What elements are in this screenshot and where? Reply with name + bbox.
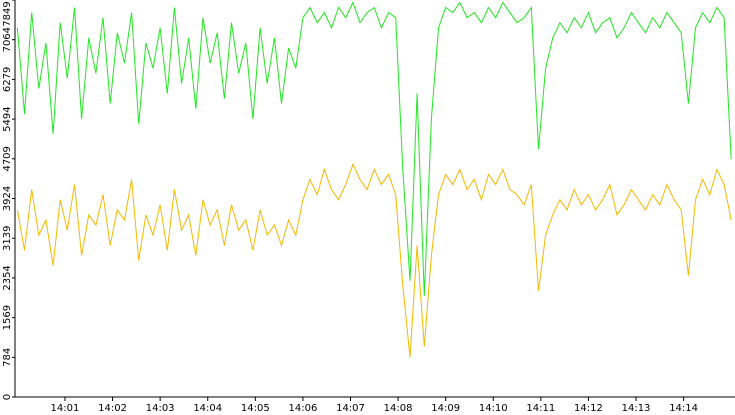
x-tick-label: 14:09: [431, 403, 460, 414]
y-tick-label: 4709: [2, 146, 13, 171]
x-tick-label: 14:05: [241, 403, 270, 414]
x-tick-label: 14:10: [479, 403, 508, 414]
x-tick-label: 14:08: [384, 403, 413, 414]
y-tick-label: 3139: [2, 226, 13, 251]
series-line: [16, 162, 732, 358]
x-tick-label: 14:13: [622, 403, 651, 414]
y-tick-label: 6279: [2, 67, 13, 92]
x-tick-label: 14:12: [574, 403, 603, 414]
x-tick-label: 14:03: [146, 403, 175, 414]
x-tick-label: 14:06: [288, 403, 317, 414]
y-tick-label: 0: [2, 394, 13, 400]
x-tick-label: 14:02: [98, 403, 127, 414]
y-tick-label: 7064: [2, 27, 13, 52]
y-tick-label: 5494: [2, 106, 13, 131]
x-tick-label: 14:04: [193, 403, 222, 414]
x-tick-label: 14:11: [526, 403, 555, 414]
x-tick-label: 14:01: [51, 403, 80, 414]
x-tick-label: 14:14: [669, 403, 698, 414]
y-tick-label: 784: [2, 348, 13, 367]
series-line: [16, 1, 732, 296]
y-tick-label: 1569: [2, 305, 13, 330]
y-tick-label: 2354: [2, 265, 13, 290]
x-tick-label: 14:07: [336, 403, 365, 414]
y-tick-label: 7849: [2, 1, 13, 26]
y-tick-label: 3924: [2, 186, 13, 211]
